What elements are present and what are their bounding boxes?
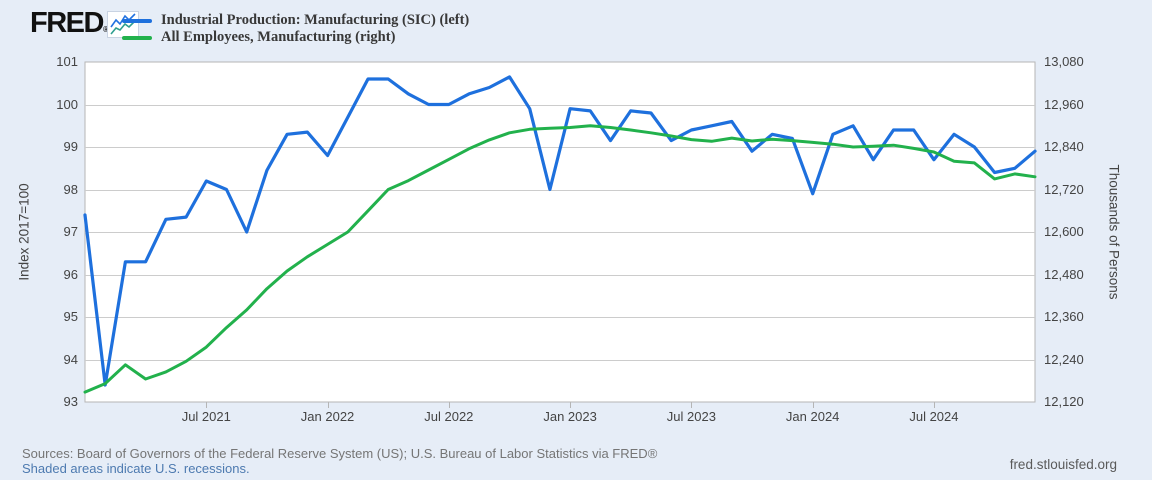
recession-note-link[interactable]: Shaded areas indicate U.S. recessions. xyxy=(22,461,250,476)
x-axis-tick: Jan 2024 xyxy=(785,409,840,424)
left-axis-tick: 101 xyxy=(56,54,78,69)
right-axis-tick: 12,240 xyxy=(1044,351,1084,367)
legend-item-industrial-production: Industrial Production: Manufacturing (SI… xyxy=(122,12,469,29)
x-axis-tick: Jul 2022 xyxy=(424,409,474,424)
legend-swatch-blue xyxy=(122,18,152,23)
left-axis-tick: 96 xyxy=(63,266,78,282)
right-axis-tick: 12,960 xyxy=(1044,96,1084,112)
fred-logo[interactable]: FRED® xyxy=(30,8,109,45)
legend-item-all-employees: All Employees, Manufacturing (right) xyxy=(122,29,469,46)
legend-swatch-green xyxy=(122,35,152,40)
left-axis-tick: 93 xyxy=(63,394,78,409)
fred-logo-text: FRED xyxy=(30,7,104,39)
x-axis-tick: Jul 2023 xyxy=(666,409,716,424)
sources-text: Sources: Board of Governors of the Feder… xyxy=(22,446,658,461)
x-axis-tick: Jan 2023 xyxy=(543,409,597,424)
series-line-0[interactable] xyxy=(83,75,1037,387)
left-axis-tick: 98 xyxy=(63,181,78,197)
series-line-1[interactable] xyxy=(83,124,1037,394)
right-axis-tick: 12,120 xyxy=(1044,394,1084,409)
right-axis-tick: 12,480 xyxy=(1044,266,1084,282)
left-axis-tick: 100 xyxy=(56,96,78,112)
x-axis-tick: Jul 2024 xyxy=(909,409,959,424)
registered-mark: ® xyxy=(102,25,109,34)
left-axis-tick: 94 xyxy=(63,351,78,367)
right-axis-tick: 13,080 xyxy=(1044,54,1084,69)
left-axis-tick: 97 xyxy=(63,224,78,239)
right-axis-tick: 12,720 xyxy=(1044,181,1084,197)
legend: Industrial Production: Manufacturing (SI… xyxy=(122,12,469,46)
right-axis-tick: 12,600 xyxy=(1044,224,1084,239)
legend-label: Industrial Production: Manufacturing (SI… xyxy=(161,12,470,28)
right-axis-tick: 12,360 xyxy=(1044,309,1084,324)
left-axis-tick: 95 xyxy=(63,309,78,324)
x-axis-tick: Jan 2022 xyxy=(300,409,355,424)
x-axis-tick: Jul 2021 xyxy=(181,409,231,424)
fred-site-link[interactable]: fred.stlouisfed.org xyxy=(1009,457,1117,472)
left-axis-tick: 99 xyxy=(63,139,78,154)
legend-label: All Employees, Manufacturing (right) xyxy=(161,29,396,45)
right-axis-tick: 12,840 xyxy=(1044,139,1084,154)
